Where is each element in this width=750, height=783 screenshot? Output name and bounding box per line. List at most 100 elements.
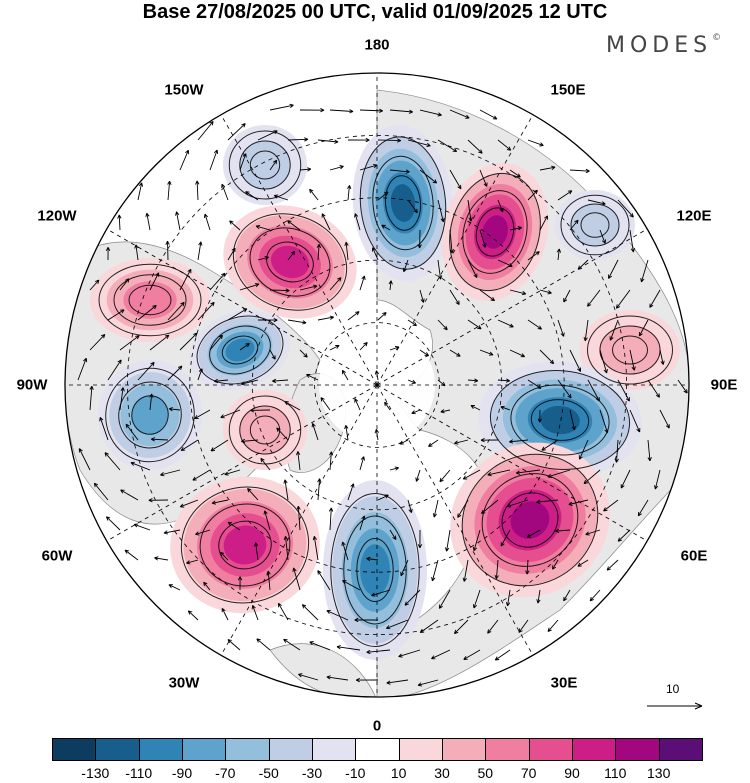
wind-arrow (168, 407, 181, 412)
wind-arrow (342, 580, 361, 591)
wind-arrow (515, 469, 541, 475)
wind-arrow (374, 429, 379, 441)
wind-arrow (347, 311, 360, 321)
wind-arrow (449, 109, 470, 119)
wind-arrow (329, 344, 340, 351)
wind-arrow (89, 385, 94, 411)
contour (118, 381, 182, 449)
wind-arrow (227, 247, 236, 261)
meridian (376, 114, 534, 386)
wind-arrow (311, 422, 319, 441)
wind-arrow (137, 361, 155, 381)
wind-arrow (527, 189, 538, 201)
wind-arrow (187, 610, 199, 621)
wind-arrow (227, 308, 248, 321)
wind-arrow (431, 649, 451, 660)
wind-arrow (150, 437, 169, 442)
grid-label-60e: 60E (680, 547, 708, 565)
wind-arrow (539, 215, 548, 231)
wind-arrow (479, 169, 488, 187)
grid-label-90w: 90W (16, 376, 48, 394)
wind-arrow (347, 185, 352, 201)
contour (180, 486, 310, 604)
wind-arrow (179, 332, 198, 351)
grid-label-150w: 150W (164, 81, 204, 99)
colorbar-cell (312, 738, 357, 761)
wind-arrow (99, 416, 109, 441)
wind-arrow (283, 479, 289, 501)
wind-arrow (149, 272, 160, 291)
copyright-mark: © (712, 32, 722, 43)
wind-arrow (167, 180, 172, 201)
wind-arrow (347, 137, 370, 143)
parallel (189, 197, 565, 573)
meridian (376, 384, 534, 656)
wind-arrow (227, 521, 241, 531)
wind-arrow (266, 570, 271, 591)
wind-arrow (527, 251, 540, 261)
wind-arrow (120, 489, 139, 501)
anomaly-level (482, 215, 508, 249)
wind-arrow (557, 190, 573, 201)
wind-arrow (449, 289, 460, 305)
wind-arrow (449, 229, 454, 254)
wind-arrow (419, 109, 442, 117)
wind-arrow (381, 224, 391, 231)
wind-arrow (472, 529, 481, 552)
wind-arrow (506, 499, 529, 508)
wind-arrow (525, 559, 530, 575)
wind-arrow (287, 137, 309, 142)
wind-arrow (527, 319, 542, 330)
wind-arrow (415, 469, 421, 482)
wind-arrow (227, 123, 246, 141)
wind-arrow (509, 349, 526, 358)
contour (249, 415, 281, 445)
wind-arrow (479, 349, 494, 356)
colorbar-cell (658, 738, 703, 761)
wind-arrow (617, 529, 631, 542)
colorbar-tick-label: -30 (301, 765, 323, 781)
contour (330, 493, 420, 647)
wind-arrow (428, 439, 439, 447)
wind-arrow (227, 639, 241, 651)
wind-arrow (527, 379, 542, 389)
wind-arrow (487, 469, 511, 477)
wind-arrow (124, 549, 139, 561)
wind-arrow (359, 275, 366, 291)
contour (530, 399, 590, 441)
wind-arrow (209, 272, 226, 291)
wind-arrow (354, 398, 361, 411)
contour (128, 284, 172, 316)
wind-arrow (583, 469, 601, 485)
wind-arrow (556, 248, 562, 261)
wind-arrow (221, 183, 229, 201)
wind-arrow (89, 279, 100, 291)
wind-arrow (377, 191, 389, 201)
wind-arrow (296, 505, 301, 531)
wind-arrow (137, 182, 144, 201)
wind-arrow (309, 188, 319, 201)
wind-arrow (439, 469, 451, 483)
wind-arrow (299, 349, 308, 358)
wind-arrow (404, 589, 421, 606)
contour (580, 212, 610, 238)
wind-arrow (220, 409, 241, 419)
wind-arrow (536, 499, 559, 505)
wind-arrow (377, 311, 387, 321)
wind-arrow (479, 229, 487, 248)
wind-arrow (168, 584, 181, 591)
wind-arrow (134, 244, 139, 261)
wind-arrow (509, 289, 527, 296)
wind-arrow (203, 581, 211, 591)
wind-arrow (117, 214, 122, 231)
wind-arrow (647, 439, 652, 462)
wind-arrow (320, 397, 331, 411)
wind-arrow (557, 319, 565, 337)
wind-arrow (167, 301, 185, 321)
wind-arrow (431, 559, 439, 582)
colorbar-cell (268, 738, 313, 761)
wind-arrow (179, 149, 190, 171)
wind-arrow (449, 169, 462, 190)
wind-arrow (640, 259, 649, 283)
